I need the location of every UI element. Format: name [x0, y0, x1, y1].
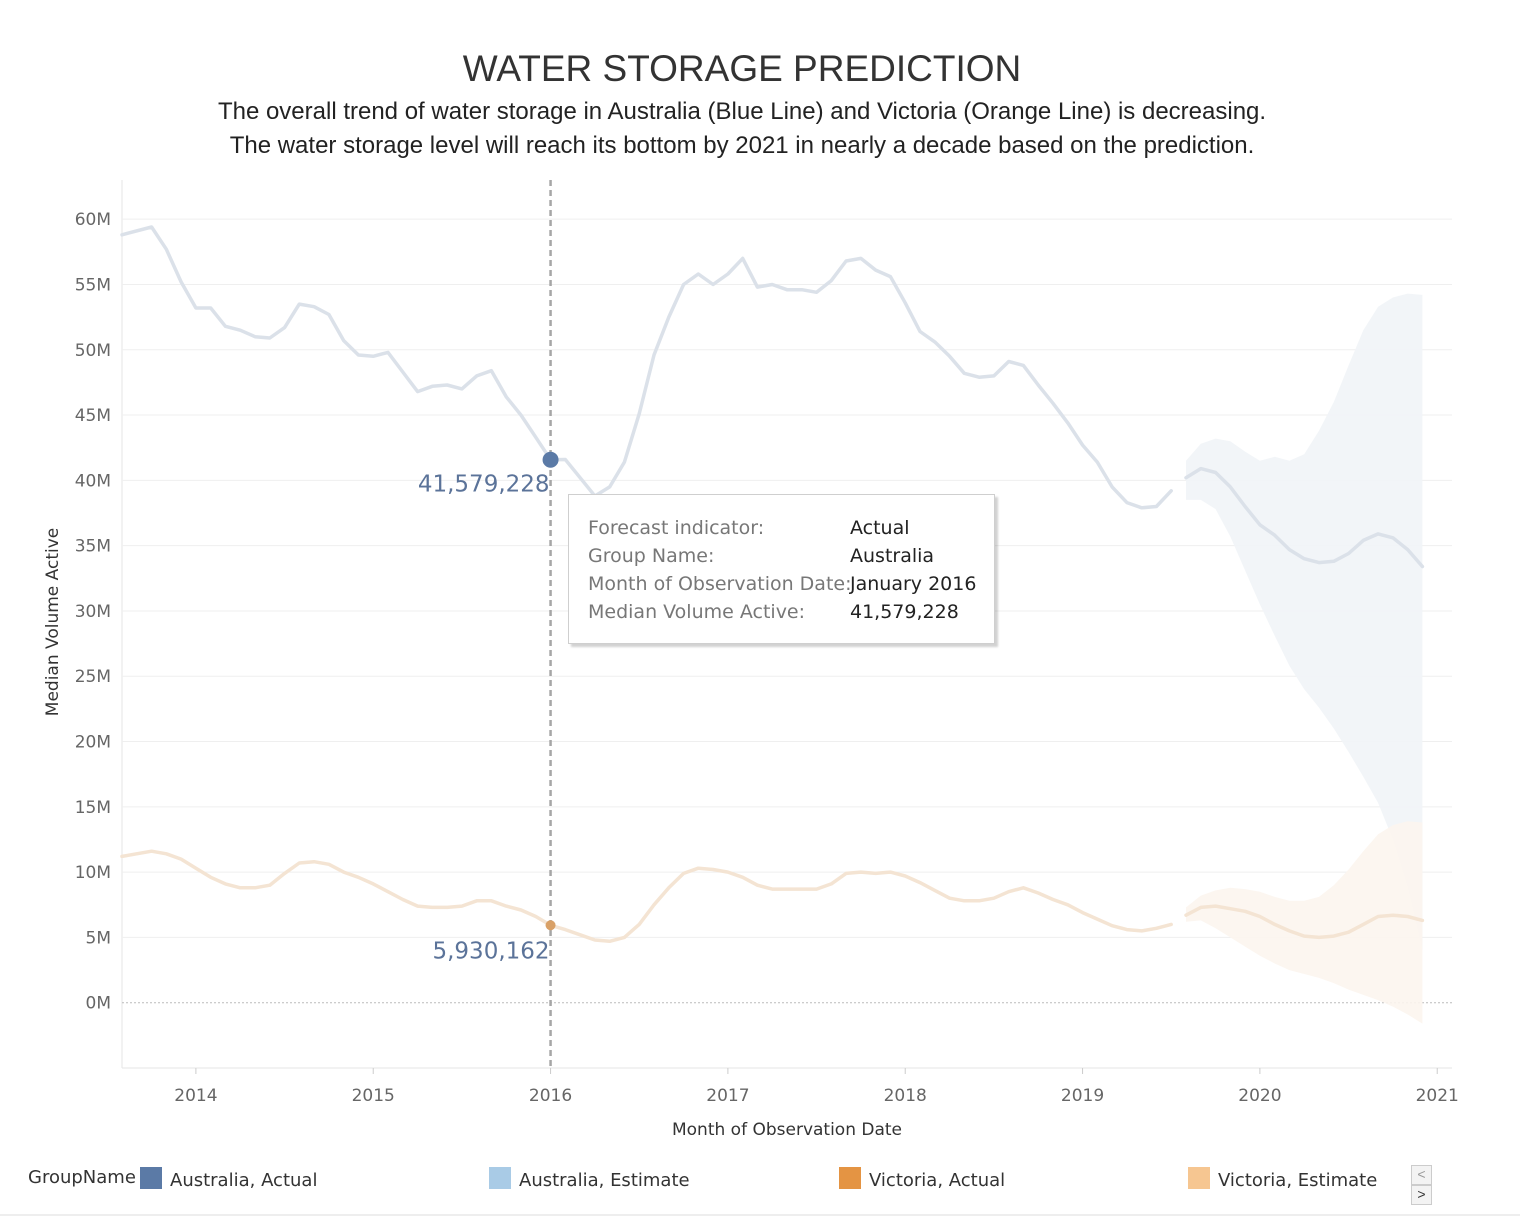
x-tick-label: 2014 [174, 1086, 217, 1106]
series-line-australia-estimate[interactable] [1184, 466, 1425, 569]
highlight-marks[interactable]: 41,579,228 5,930,162 [418, 451, 559, 965]
y-tick-label: 0M [86, 994, 111, 1014]
x-tick-label: 2015 [352, 1086, 395, 1106]
y-tick-label: 60M [75, 210, 111, 230]
y-tick-label: 15M [75, 798, 111, 818]
y-tick-label: 35M [75, 537, 111, 557]
legend-swatch [489, 1167, 511, 1189]
legend-label: Victoria, Actual [869, 1170, 1006, 1191]
tooltip-value: Australia [850, 545, 935, 567]
tooltip-key: Month of Observation Date: [588, 573, 852, 595]
x-tick-label: 2020 [1238, 1086, 1281, 1106]
series-lines[interactable] [120, 225, 1425, 944]
forecast-bands [1186, 293, 1423, 1024]
legend-label: Victoria, Estimate [1218, 1170, 1378, 1191]
y-tick-label: 5M [86, 928, 111, 948]
australia-estimateband [1186, 293, 1423, 951]
tooltip-key: Forecast indicator: [588, 517, 765, 539]
legend-title: GroupName [28, 1167, 136, 1188]
y-axis: 0M 5M 10M 15M 20M 25M 30M 35M 40M 45M 50M 55M 60M [75, 210, 111, 1014]
tooltip-value: Actual [850, 517, 910, 539]
y-tick-label: 25M [75, 667, 111, 687]
y-tick-label: 40M [75, 471, 111, 491]
highlight-point-australia[interactable] [542, 451, 559, 468]
y-tick-label: 50M [75, 341, 111, 361]
series-line-victoria-actual[interactable] [120, 849, 1173, 944]
divider [0, 1214, 1520, 1216]
victoria-estimateband [1186, 821, 1423, 1024]
legend-next-button[interactable]: > [1411, 1185, 1432, 1205]
x-axis: 2014 2015 2016 2017 2018 2019 2020 2021 [174, 1068, 1459, 1106]
tooltip-key: Group Name: [588, 545, 715, 567]
tooltip-key: Median Volume Active: [588, 601, 806, 623]
y-axis-title: Median Volume Active [43, 528, 63, 716]
legend-swatch [140, 1167, 162, 1189]
legend-label: Australia, Actual [170, 1170, 318, 1191]
x-tick-label: 2016 [529, 1086, 572, 1106]
x-tick-label: 2017 [706, 1086, 749, 1106]
tooltip-value: 41,579,228 [850, 601, 959, 623]
x-tick-label: 2019 [1061, 1086, 1104, 1106]
chart-subtitle-line-2: The water storage level will reach its b… [229, 132, 1255, 159]
legend-prev-button[interactable]: < [1411, 1165, 1432, 1185]
tooltip-value: January 2016 [850, 573, 977, 595]
chart-title: WATER STORAGE PREDICTION [462, 48, 1022, 89]
legend-swatch [839, 1167, 861, 1189]
x-axis-title: Month of Observation Date [672, 1120, 902, 1140]
x-tick-label: 2021 [1416, 1086, 1459, 1106]
y-tick-label: 30M [75, 602, 111, 622]
data-label: 41,579,228 [418, 472, 550, 498]
series-line-victoria-estimate[interactable] [1184, 904, 1425, 940]
tooltip: Forecast indicator: Actual Group Name: A… [568, 494, 995, 644]
y-tick-label: 10M [75, 863, 111, 883]
line-chart[interactable]: 41,579,228 5,930,162 0M 5M 10M 15M 20M 25M 30M 3… [0, 0, 1520, 1160]
y-tick-label: 55M [75, 275, 111, 295]
legend: GroupName Australia, Actual Australia, E… [0, 1164, 1520, 1194]
chart-subtitle-line-1: The overall trend of water storage in Au… [217, 98, 1267, 125]
data-label: 5,930,162 [432, 938, 549, 964]
x-tick-label: 2018 [884, 1086, 927, 1106]
highlight-point-victoria[interactable] [545, 920, 556, 931]
series-line-australia-actual[interactable] [120, 225, 1173, 510]
y-tick-label: 20M [75, 733, 111, 753]
legend-swatch [1188, 1167, 1210, 1189]
legend-pager: <> [1411, 1165, 1451, 1205]
legend-label: Australia, Estimate [519, 1170, 690, 1191]
y-tick-label: 45M [75, 406, 111, 426]
